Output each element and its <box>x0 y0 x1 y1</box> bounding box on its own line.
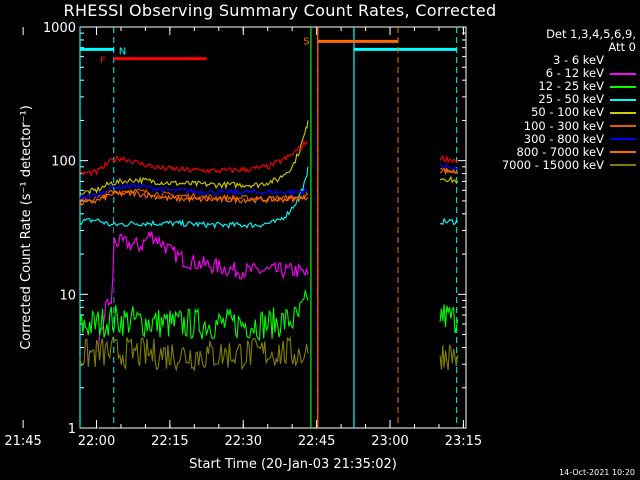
series-line-7000-15000 <box>439 344 459 371</box>
series-line-25-50 <box>79 166 309 230</box>
legend-header-line-1: Det 1,3,4,5,6,9, <box>546 27 636 41</box>
legend-swatch <box>610 59 636 62</box>
series-line-12-25 <box>79 290 309 342</box>
x-tick-label: 23:15 <box>445 434 482 449</box>
series-line-300-800 <box>79 181 309 200</box>
y-tick-label: 100 <box>51 155 76 170</box>
series-line-800-7000 <box>79 190 309 206</box>
series-group <box>79 120 459 431</box>
interval-label-s: S <box>303 36 309 47</box>
legend-swatch <box>610 125 636 128</box>
legend-entry-label: 7000 - 15000 keV <box>501 157 604 172</box>
legend-entry: 3 - 6 keV <box>472 54 636 67</box>
series-line-50-100 <box>79 120 309 197</box>
chart-title: RHESSI Observing Summary Count Rates, Co… <box>63 1 497 20</box>
legend-entry: 800 - 7000 keV <box>472 144 636 159</box>
legend-entry-label: 3 - 6 keV <box>553 53 604 68</box>
legend: Det 1,3,4,5,6,9, Att 0 3 - 6 keV 6 - 12 k… <box>472 28 636 172</box>
legend-swatch <box>610 72 636 75</box>
series-line-800-7000 <box>439 167 458 175</box>
legend-entry: 100 - 300 keV <box>472 119 636 132</box>
series-line-25-50 <box>439 217 458 226</box>
x-tick-label: 23:00 <box>371 434 408 449</box>
legend-entry-label: 300 - 800 keV <box>523 131 604 146</box>
series-line-6-12 <box>97 231 309 352</box>
legend-entry: 7000 - 15000 keV <box>472 157 636 172</box>
x-axis-label: Start Time (20-Jan-03 21:35:02) <box>189 457 397 472</box>
legend-entry-label: 100 - 300 keV <box>523 118 604 133</box>
generation-timestamp: 14-Oct-2021 10:20 <box>559 468 635 477</box>
series-line-unlabeled <box>79 140 309 177</box>
legend-entry-label: 12 - 25 keV <box>538 79 604 94</box>
legend-swatch <box>610 164 636 167</box>
y-tick-label: 1000 <box>43 21 76 36</box>
series-line-50-100 <box>439 175 459 185</box>
x-tick-label: 21:45 <box>4 434 41 449</box>
x-tick-label: 22:45 <box>298 434 335 449</box>
series-line-12-25 <box>439 304 459 334</box>
legend-swatch <box>610 138 636 141</box>
legend-swatch <box>610 151 636 154</box>
legend-entry: 25 - 50 keV <box>472 93 636 106</box>
x-tick-label: 22:00 <box>78 434 115 449</box>
legend-header-line-2: Att 0 <box>608 40 636 54</box>
series-line-unlabeled <box>439 154 459 164</box>
legend-swatch <box>610 111 636 114</box>
interval-label-f: F <box>100 56 106 67</box>
legend-swatch <box>610 85 636 88</box>
legend-entry-label: 50 - 100 keV <box>531 105 604 120</box>
legend-swatch <box>610 98 636 101</box>
x-tick-label: 22:30 <box>225 434 262 449</box>
y-tick-label: 10 <box>59 288 76 303</box>
x-tick-label: 22:15 <box>151 434 188 449</box>
series-line-300-800 <box>439 162 459 171</box>
y-tick-label: 1 <box>68 422 76 437</box>
legend-entry: 50 - 100 keV <box>472 106 636 119</box>
y-axis-label: Corrected Count Rate (s⁻¹ detector⁻¹) <box>19 105 34 350</box>
legend-entry: 6 - 12 keV <box>472 67 636 80</box>
legend-entry: 12 - 25 keV <box>472 80 636 93</box>
legend-entry: 300 - 800 keV <box>472 131 636 146</box>
legend-entry-label: 800 - 7000 keV <box>516 144 604 159</box>
legend-entry-label: 25 - 50 keV <box>538 92 604 107</box>
legend-entry-label: 6 - 12 keV <box>545 66 604 81</box>
interval-label-n: N <box>119 46 126 57</box>
series-line-7000-15000 <box>79 335 309 372</box>
